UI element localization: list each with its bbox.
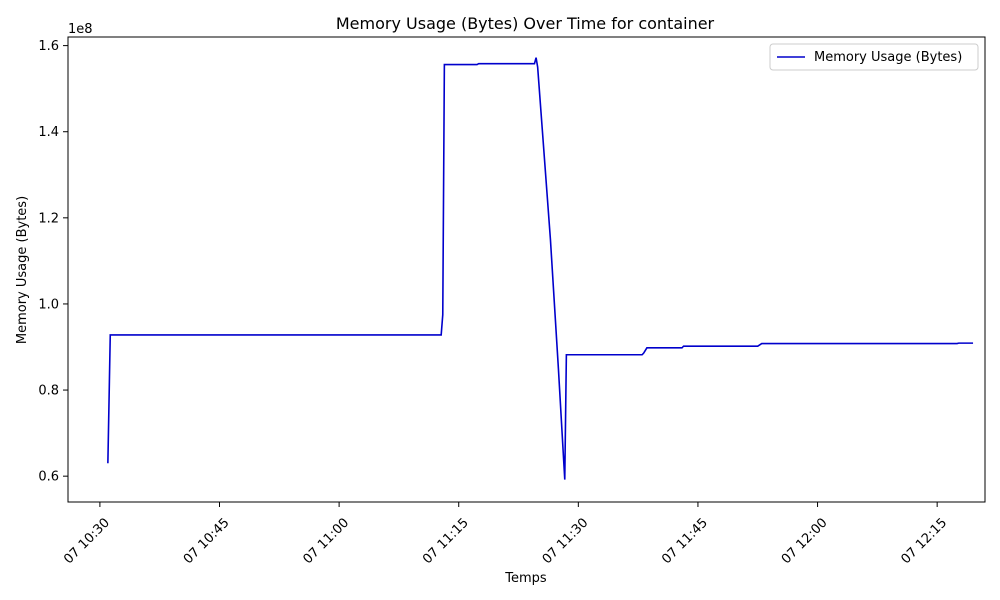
y-axis-ticks: 0.6 0.8 1.0 1.2 1.4 1.6: [38, 39, 68, 485]
memory-usage-line: [107, 57, 974, 480]
legend-label: Memory Usage (Bytes): [814, 50, 962, 65]
y-tick-label: 1.2: [38, 211, 59, 226]
y-axis-title: Memory Usage (Bytes): [15, 196, 30, 344]
legend-box: [769, 43, 979, 71]
chart-title: Memory Usage (Bytes) Over Time for conta…: [336, 14, 715, 33]
x-axis-title: Temps: [504, 571, 547, 586]
y-offset-label: 1e8: [68, 22, 93, 37]
y-tick-label: 1.4: [38, 125, 59, 140]
y-tick-label: 0.8: [38, 384, 59, 399]
plot-area: [67, 36, 986, 503]
y-tick-label: 1.6: [38, 39, 59, 54]
y-tick-label: 0.6: [38, 470, 59, 485]
legend: Memory Usage (Bytes): [769, 43, 979, 71]
y-tick-label: 1.0: [38, 297, 59, 312]
